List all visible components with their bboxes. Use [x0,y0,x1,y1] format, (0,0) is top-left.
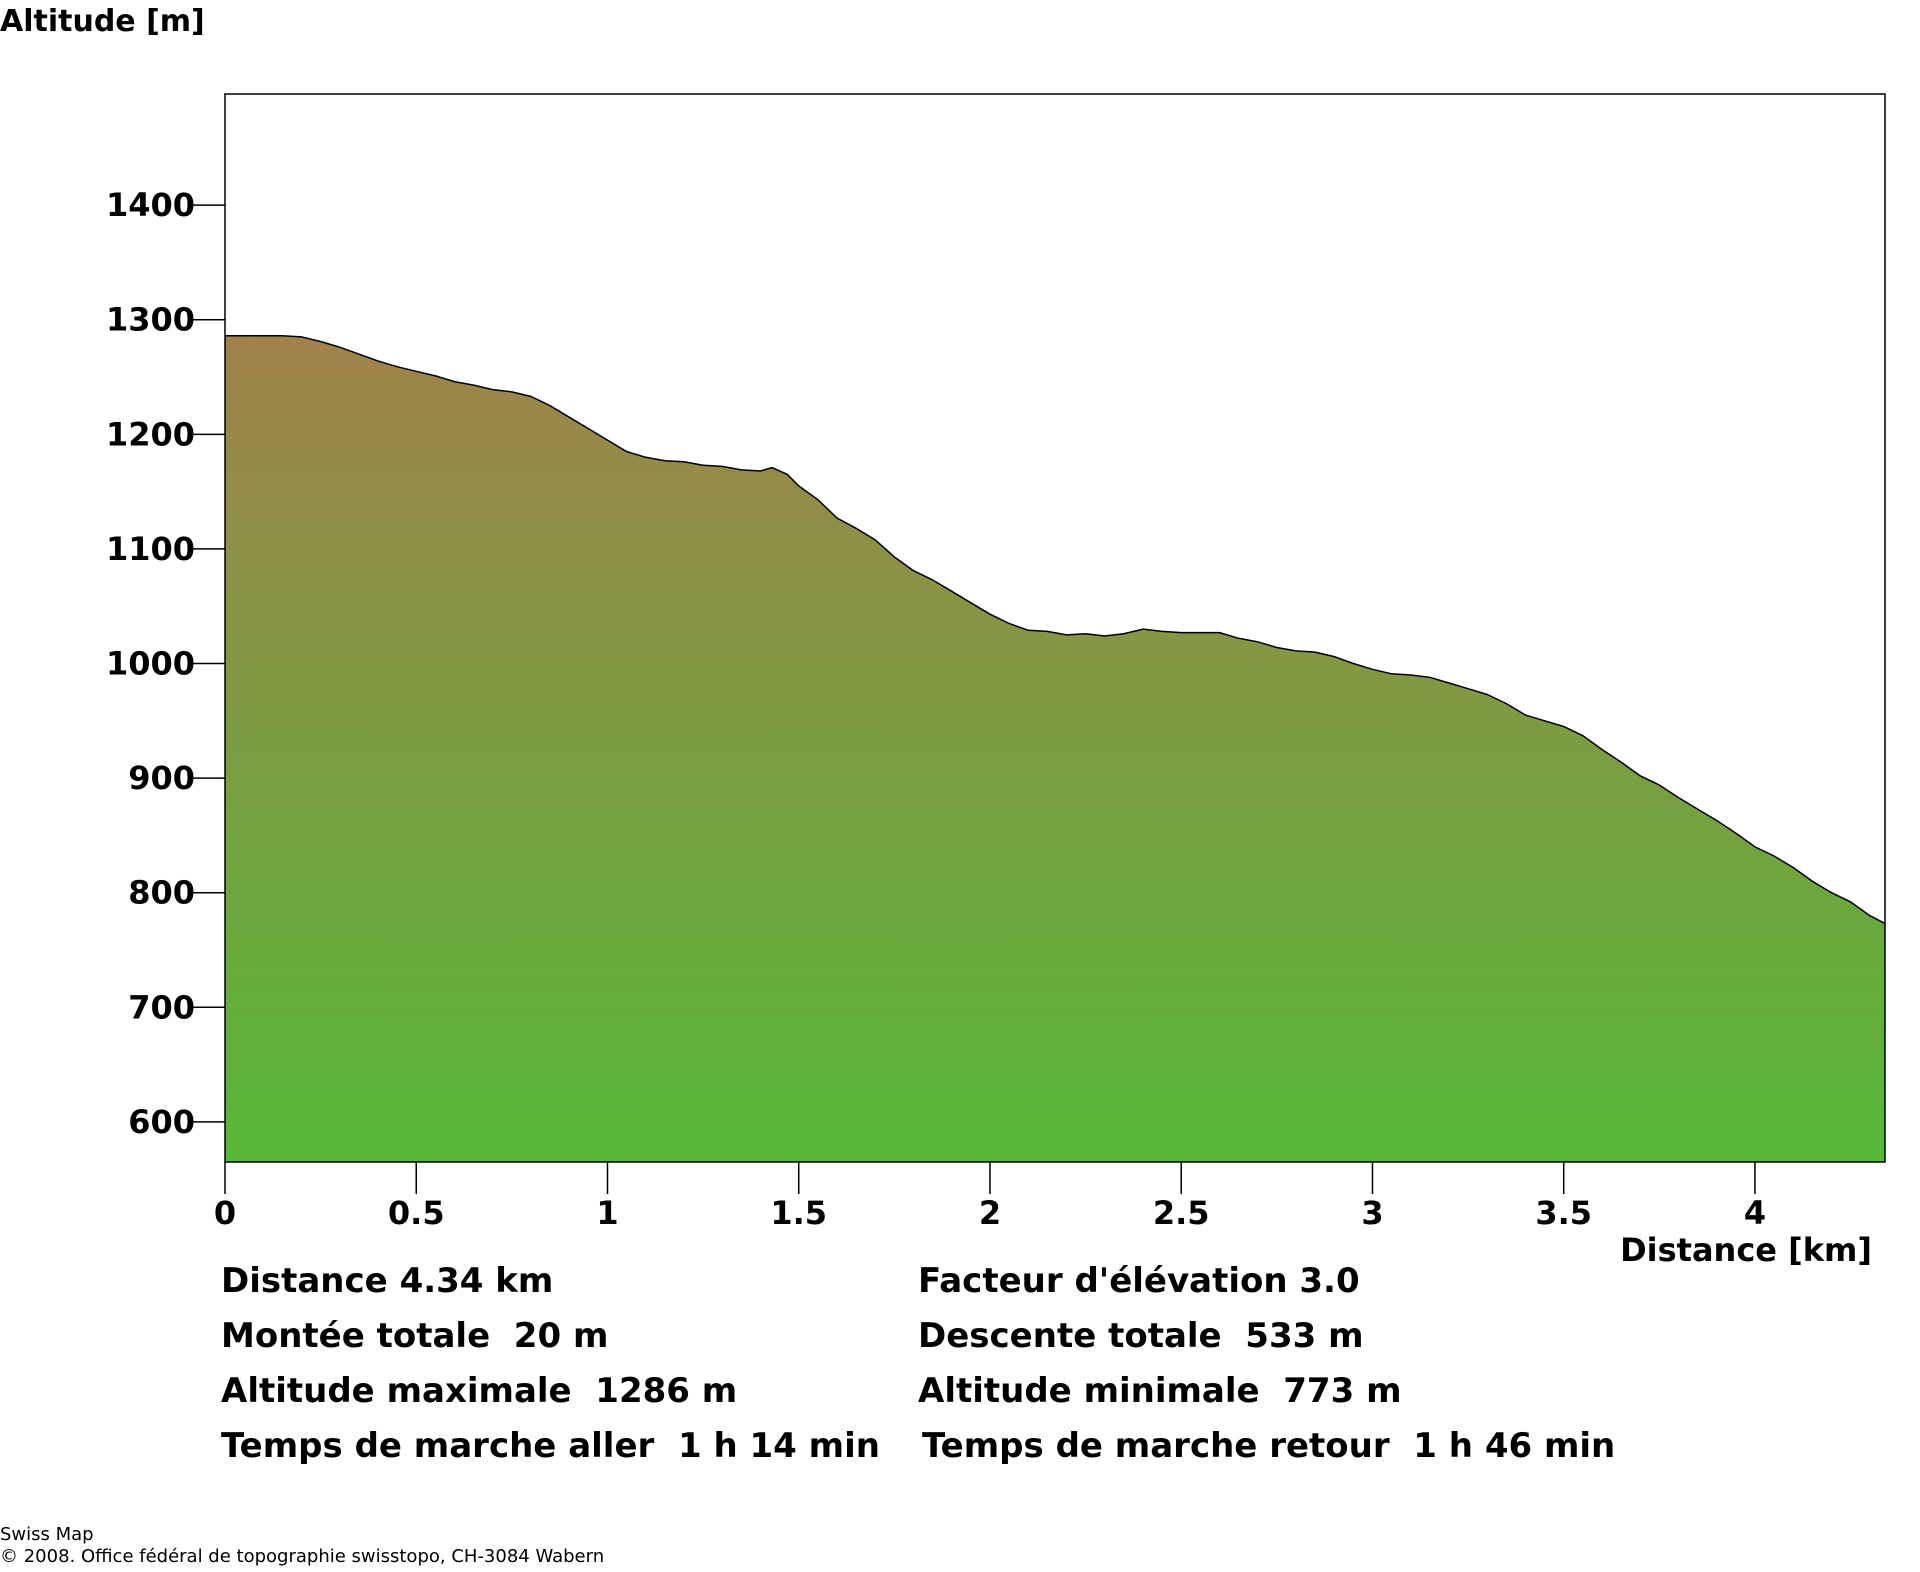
x-tick-label: 2.5 [1153,1194,1210,1232]
x-tick-label: 3 [1361,1194,1383,1232]
summary-total-ascent: Montée totale 20 m [221,1316,609,1356]
elevation-area [225,335,1885,1162]
y-tick-label: 600 [128,1103,195,1141]
summary-elevation-factor: Facteur d'élévation 3.0 [918,1261,1360,1301]
y-tick-label: 800 [128,874,195,912]
x-axis-label: Distance [km] [1620,1231,1872,1269]
x-tick-label: 3.5 [1535,1194,1592,1232]
summary-walk-time-return: Temps de marche retour 1 h 46 min [922,1426,1616,1466]
elevation-area-layer [225,335,1886,1162]
elevation-line [225,335,1886,925]
y-tick-label: 1400 [106,186,195,224]
summary-distance: Distance 4.34 km [221,1261,554,1301]
summary-walk-time-outbound: Temps de marche aller 1 h 14 min [221,1426,880,1466]
y-axis: 600 700 800 900 1000 1100 1200 1300 1400 [106,186,225,1141]
y-tick-label: 900 [128,759,195,797]
x-axis: 0 0.5 1 1.5 2 2.5 3 3.5 4 [214,1162,1766,1232]
summary-total-descent: Descente totale 533 m [918,1316,1364,1356]
summary-max-altitude: Altitude maximale 1286 m [221,1371,738,1411]
y-tick-label: 1100 [106,530,195,568]
y-tick-label: 1000 [106,645,195,683]
credit-source: Swiss Map [0,1524,94,1545]
x-tick-label: 4 [1744,1194,1766,1232]
summary-min-altitude: Altitude minimale 773 m [918,1371,1402,1411]
y-tick-label: 1200 [106,415,195,453]
y-tick-label: 700 [128,988,195,1026]
summary-left: Distance 4.34 km Montée totale 20 m Alti… [221,1264,880,1463]
x-tick-label: 0 [214,1194,236,1232]
plot-frame [224,93,1886,1163]
x-tick-label: 1 [596,1194,618,1232]
credit-copyright: © 2008. Office fédéral de topographie sw… [0,1546,605,1567]
y-axis-label: Altitude [m] [0,4,205,39]
x-tick-label: 0.5 [388,1194,445,1232]
x-tick-label: 1.5 [770,1194,827,1232]
y-tick-label: 1300 [106,301,195,339]
x-tick-label: 2 [979,1194,1001,1232]
summary-right: Facteur d'élévation 3.0 Descente totale … [918,1264,1615,1463]
